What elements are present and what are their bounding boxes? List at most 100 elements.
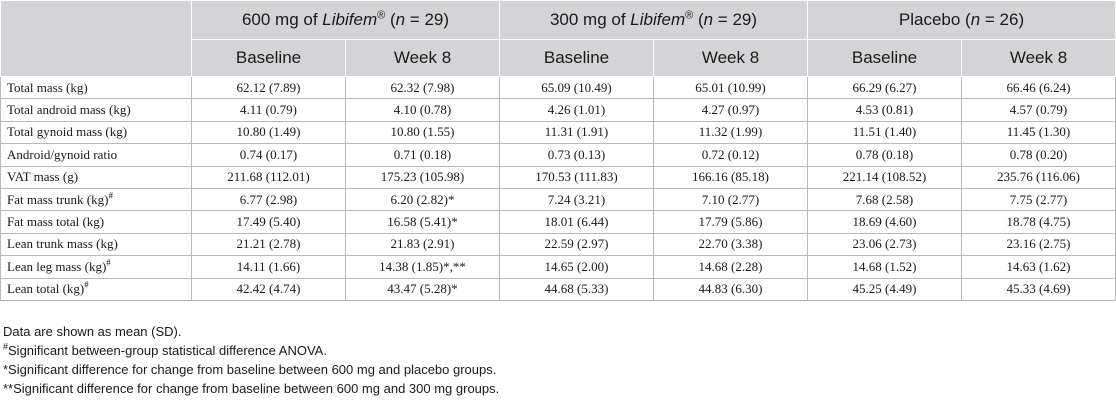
subheader-cell: Baseline bbox=[191, 39, 346, 77]
value-cell: 7.24 (3.21) bbox=[499, 188, 654, 212]
value-cell: 4.10 (0.78) bbox=[345, 98, 500, 122]
group-pre: Placebo bbox=[898, 10, 961, 29]
row-label-text: Lean leg mass (kg) bbox=[7, 258, 107, 274]
row-label-footnote-mark: # bbox=[84, 279, 89, 290]
value-cell: 6.77 (2.98) bbox=[191, 188, 346, 212]
table-row: Lean trunk mass (kg) 21.21 (2.78) 21.83 (2… bbox=[0, 233, 1116, 257]
value-cell: 14.38 (1.85)*,** bbox=[345, 255, 500, 279]
row-label-text: VAT mass (g) bbox=[7, 169, 79, 185]
corner-cell bbox=[0, 0, 192, 77]
row-label: Android/gynoid ratio bbox=[0, 143, 192, 167]
group-brand: Libifem bbox=[630, 10, 686, 29]
value-cell: 175.23 (105.98) bbox=[345, 166, 500, 189]
value-cell: 7.10 (2.77) bbox=[653, 188, 808, 212]
timepoint-header-row: Baseline Week 8 Baseline Week 8 Baseline… bbox=[1, 39, 1116, 77]
table-row: Fat mass total (kg) 17.49 (5.40) 16.58 (5.… bbox=[0, 210, 1116, 234]
value-cell: 14.68 (2.28) bbox=[653, 255, 808, 279]
value-cell: 44.83 (6.30) bbox=[653, 278, 808, 301]
value-cell: 221.14 (108.52) bbox=[807, 166, 962, 189]
value-cell: 14.11 (1.66) bbox=[191, 255, 346, 279]
footnote: *Significant difference for change from … bbox=[3, 360, 499, 379]
group-header-placebo: Placebo (n = 26) bbox=[807, 0, 1116, 40]
value-cell: 14.68 (1.52) bbox=[807, 255, 962, 279]
row-label-text: Fat mass trunk (kg) bbox=[7, 191, 109, 207]
value-cell: 11.45 (1.30) bbox=[961, 121, 1116, 145]
value-cell: 0.72 (0.12) bbox=[653, 143, 808, 167]
group-n: n bbox=[970, 10, 981, 29]
group-header-row: 600 mg of Libifem® (n = 29) 300 mg of Li… bbox=[0, 0, 1116, 77]
value-cell: 0.74 (0.17) bbox=[191, 143, 346, 167]
value-cell: 11.51 (1.40) bbox=[807, 121, 962, 145]
footnote: #Significant between-group statistical d… bbox=[3, 341, 499, 360]
footnote-text: Data are shown as mean (SD). bbox=[3, 324, 182, 339]
row-label-footnote-mark: # bbox=[108, 190, 113, 201]
value-cell: 0.78 (0.20) bbox=[961, 143, 1116, 167]
value-cell: 22.70 (3.38) bbox=[653, 233, 808, 257]
row-label-text: Total mass (kg) bbox=[7, 79, 88, 95]
subheader-cell: Week 8 bbox=[961, 39, 1116, 77]
subheader-cell: Baseline bbox=[499, 39, 654, 77]
table-row: Total android mass (kg) 4.11 (0.79) 4.10 (… bbox=[0, 98, 1116, 122]
row-label: Total gynoid mass (kg) bbox=[0, 121, 192, 145]
subheader-cell: Baseline bbox=[807, 39, 962, 77]
footnote-text: *Significant difference for change from … bbox=[3, 362, 497, 377]
group-open: ( bbox=[960, 10, 971, 29]
row-label: VAT mass (g) bbox=[0, 166, 192, 189]
group-brand: Libifem bbox=[322, 10, 378, 29]
value-cell: 66.46 (6.24) bbox=[961, 76, 1116, 100]
subheader-cell: Week 8 bbox=[345, 39, 500, 77]
value-cell: 211.68 (112.01) bbox=[191, 166, 346, 189]
row-label-text: Total android mass (kg) bbox=[7, 102, 131, 118]
row-label: Total mass (kg) bbox=[0, 76, 192, 100]
group-reg: ® bbox=[685, 9, 694, 22]
value-cell: 0.78 (0.18) bbox=[807, 143, 962, 167]
footnote-text: **Significant difference for change from… bbox=[3, 381, 500, 396]
value-cell: 170.53 (111.83) bbox=[499, 166, 654, 189]
value-cell: 21.21 (2.78) bbox=[191, 233, 346, 257]
table-footnotes: Data are shown as mean (SD). #Significant… bbox=[3, 322, 499, 398]
value-cell: 65.01 (10.99) bbox=[653, 76, 808, 100]
table-row: Android/gynoid ratio 0.74 (0.17) 0.71 (0.1… bbox=[0, 143, 1116, 167]
body-composition-table: 600 mg of Libifem® (n = 29) 300 mg of Li… bbox=[0, 0, 1116, 301]
group-close: = 29) bbox=[713, 10, 758, 29]
value-cell: 7.68 (2.58) bbox=[807, 188, 962, 212]
value-cell: 62.32 (7.98) bbox=[345, 76, 500, 100]
table-row: Total mass (kg) 62.12 (7.89) 62.32 (7.98) 6… bbox=[0, 76, 1116, 100]
value-cell: 11.31 (1.91) bbox=[499, 121, 654, 145]
value-cell: 66.29 (6.27) bbox=[807, 76, 962, 100]
value-cell: 22.59 (2.97) bbox=[499, 233, 654, 257]
value-cell: 17.79 (5.86) bbox=[653, 210, 808, 234]
group-pre: 300 mg of bbox=[549, 10, 631, 29]
table-row: Fat mass trunk (kg)# 6.77 (2.98) 6.20 (2.8… bbox=[0, 188, 1116, 212]
value-cell: 6.20 (2.82)* bbox=[345, 188, 500, 212]
group-reg: ® bbox=[377, 9, 386, 22]
group-close: = 26) bbox=[980, 10, 1025, 29]
row-label-text: Lean trunk mass (kg) bbox=[7, 236, 118, 252]
subheader-cell: Week 8 bbox=[653, 39, 808, 77]
value-cell: 23.06 (2.73) bbox=[807, 233, 962, 257]
value-cell: 62.12 (7.89) bbox=[191, 76, 346, 100]
table-body: Total mass (kg) 62.12 (7.89) 62.32 (7.98) 6… bbox=[0, 76, 1116, 301]
value-cell: 44.68 (5.33) bbox=[499, 278, 654, 301]
footnote: **Significant difference for change from… bbox=[3, 379, 499, 398]
group-n: n bbox=[703, 10, 714, 29]
value-cell: 14.63 (1.62) bbox=[961, 255, 1116, 279]
group-pre: 600 mg of bbox=[241, 10, 323, 29]
group-close: = 29) bbox=[405, 10, 450, 29]
row-label: Total android mass (kg) bbox=[0, 98, 192, 122]
value-cell: 18.78 (4.75) bbox=[961, 210, 1116, 234]
value-cell: 23.16 (2.75) bbox=[961, 233, 1116, 257]
value-cell: 43.47 (5.28)* bbox=[345, 278, 500, 301]
value-cell: 11.32 (1.99) bbox=[653, 121, 808, 145]
row-label: Lean leg mass (kg)# bbox=[0, 255, 192, 279]
value-cell: 21.83 (2.91) bbox=[345, 233, 500, 257]
row-label: Fat mass trunk (kg)# bbox=[0, 188, 192, 212]
group-header-300mg: 300 mg of Libifem® (n = 29) bbox=[499, 0, 808, 40]
value-cell: 4.53 (0.81) bbox=[807, 98, 962, 122]
value-cell: 4.57 (0.79) bbox=[961, 98, 1116, 122]
value-cell: 10.80 (1.55) bbox=[345, 121, 500, 145]
value-cell: 10.80 (1.49) bbox=[191, 121, 346, 145]
row-label-footnote-mark: # bbox=[106, 257, 111, 268]
value-cell: 235.76 (116.06) bbox=[961, 166, 1116, 189]
row-label-text: Android/gynoid ratio bbox=[7, 146, 118, 162]
